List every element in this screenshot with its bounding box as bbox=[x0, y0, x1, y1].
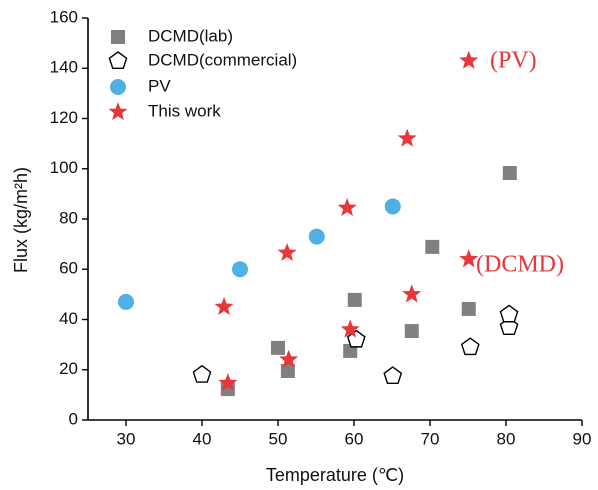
marker-star bbox=[214, 296, 234, 316]
marker-square bbox=[347, 292, 362, 307]
annotation: (DCMD) bbox=[476, 252, 564, 278]
marker-star bbox=[402, 284, 422, 303]
marker-circle bbox=[118, 293, 134, 310]
marker-star bbox=[459, 50, 479, 69]
marker-star bbox=[277, 242, 297, 262]
marker-star bbox=[337, 197, 357, 217]
marker-star bbox=[397, 128, 417, 147]
y-tick-label: 40 bbox=[59, 309, 78, 328]
legend-marker bbox=[108, 102, 128, 121]
x-tick-label: 50 bbox=[269, 429, 288, 448]
marker-pentagon bbox=[383, 366, 403, 385]
y-tick-label: 80 bbox=[59, 208, 78, 227]
x-tick-label: 80 bbox=[497, 429, 516, 448]
legend-marker bbox=[108, 51, 128, 69]
marker-star bbox=[340, 319, 360, 338]
marker-pentagon bbox=[499, 304, 519, 323]
marker-star bbox=[279, 349, 299, 368]
x-tick-label: 90 bbox=[573, 429, 592, 448]
marker-square bbox=[271, 340, 285, 355]
legend-label: DCMD(commercial) bbox=[148, 50, 297, 69]
marker-circle bbox=[308, 228, 325, 245]
marker-pentagon bbox=[192, 364, 212, 383]
marker-square bbox=[280, 364, 295, 379]
annotation: (PV) bbox=[490, 48, 537, 74]
marker-star bbox=[218, 373, 238, 392]
legend-label: This work bbox=[148, 101, 221, 120]
marker-circle bbox=[232, 261, 248, 278]
marker-square bbox=[404, 324, 419, 339]
x-tick-label: 30 bbox=[117, 429, 136, 448]
marker-square bbox=[461, 301, 476, 316]
y-tick-label: 120 bbox=[50, 108, 78, 127]
y-tick-label: 20 bbox=[59, 359, 78, 378]
legend-marker bbox=[111, 30, 125, 44]
y-tick-label: 100 bbox=[50, 158, 78, 177]
x-axis-title: Temperature (℃) bbox=[266, 465, 404, 485]
y-tick-label: 0 bbox=[69, 409, 78, 428]
y-tick-label: 60 bbox=[59, 259, 78, 278]
legend-label: PV bbox=[148, 76, 171, 95]
marker-circle bbox=[384, 198, 401, 215]
legend-marker bbox=[110, 79, 126, 95]
y-axis-title: Flux (kg/m²h) bbox=[11, 167, 31, 273]
x-tick-label: 70 bbox=[421, 429, 440, 448]
x-tick-label: 40 bbox=[193, 429, 212, 448]
y-tick-label: 140 bbox=[50, 58, 78, 77]
x-tick-label: 60 bbox=[345, 429, 364, 448]
legend-label: DCMD(lab) bbox=[148, 26, 233, 45]
marker-pentagon bbox=[460, 337, 480, 356]
marker-square bbox=[425, 239, 440, 254]
marker-star bbox=[459, 249, 479, 268]
marker-square bbox=[502, 166, 517, 181]
y-tick-label: 160 bbox=[50, 7, 78, 26]
